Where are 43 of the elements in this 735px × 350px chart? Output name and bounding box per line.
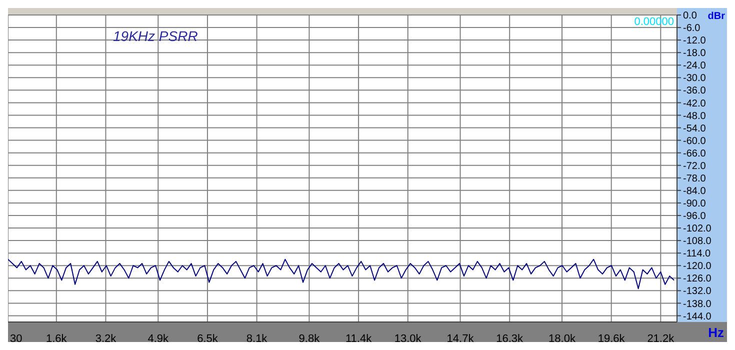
y-tick-label: -18.0 [683, 48, 706, 60]
x-tick-label: 3.2k [95, 333, 117, 345]
line-series [8, 258, 675, 290]
y-tick-label: -138.0 [683, 298, 712, 310]
y-tick-label: -36.0 [683, 86, 706, 97]
y-tick-label: -126.0 [683, 274, 712, 285]
x-tick-label: 14.7k [446, 333, 474, 345]
y-tick-label: -84.0 [683, 186, 706, 197]
y-tick-label: -78.0 [683, 173, 706, 184]
y-tick-label: -60.0 [683, 136, 706, 147]
y-tick-label: -96.0 [683, 211, 706, 222]
x-axis-title: Hz [708, 325, 724, 340]
x-tick-label: 8.1k [246, 333, 268, 345]
y-tick-label: -120.0 [683, 261, 712, 272]
y-tick-label: -12.0 [683, 36, 706, 47]
y-tick-label: -114.0 [683, 248, 712, 260]
y-tick-label: -132.0 [683, 286, 712, 298]
x-tick-label: 19.6k [598, 333, 626, 345]
y-axis-title: dBr [708, 11, 725, 22]
y-tick-label: -102.0 [683, 224, 712, 235]
y-tick-label: -90.0 [683, 198, 706, 210]
annotation: 0.00000 [634, 16, 674, 28]
y-tick-label: -108.0 [683, 236, 712, 248]
y-tick-label: 0.0 [683, 10, 698, 22]
y-tick-label: -66.0 [683, 148, 706, 160]
y-tick-label: -42.0 [683, 98, 706, 110]
y-tick-label: -72.0 [683, 160, 706, 172]
x-tick-label: 21.2k [647, 333, 675, 345]
y-tick-label: -48.0 [683, 110, 706, 122]
x-tick-label: 4.9k [148, 333, 170, 345]
x-tick-label: 1.6k [46, 333, 68, 345]
y-tick-label: -30.0 [683, 73, 706, 84]
x-tick-label: 16.3k [496, 333, 524, 345]
x-tick-label: 18.0k [548, 333, 576, 345]
y-tick-label: -24.0 [683, 60, 706, 72]
x-tick-label: 9.8k [298, 333, 320, 345]
x-tick-label: 13.0k [394, 333, 422, 345]
y-tick-label: -6.0 [683, 23, 701, 34]
x-tick-label: 11.4k [345, 333, 372, 345]
y-tick-label: -54.0 [683, 123, 706, 134]
y-tick-label: -144.0 [683, 311, 712, 322]
x-tick-label: 6.5k [197, 333, 218, 345]
x-tick-label: 30 [10, 333, 22, 345]
